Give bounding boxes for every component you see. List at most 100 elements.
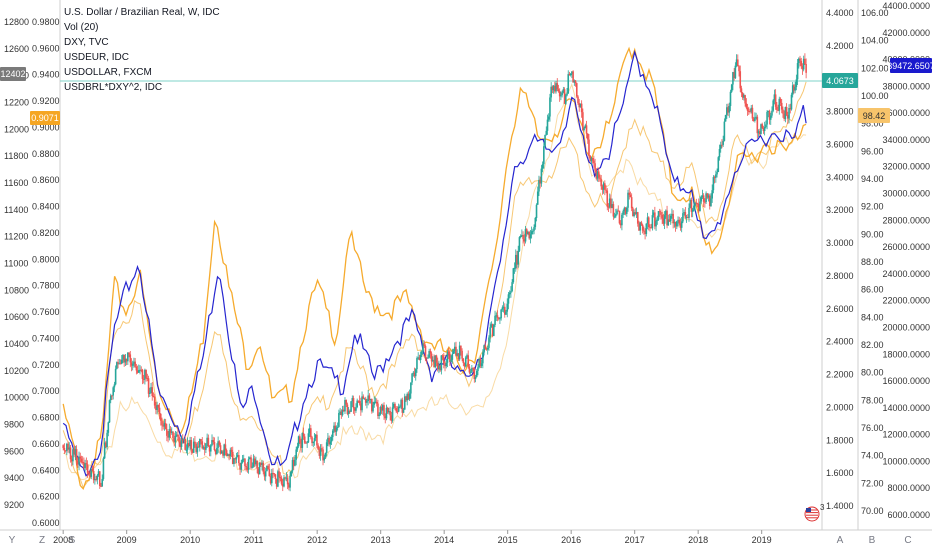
candle-body bbox=[774, 94, 777, 107]
candle-body bbox=[672, 213, 674, 224]
candle-body bbox=[250, 457, 252, 468]
composite-axis-tick: 18000.0000 bbox=[882, 349, 930, 359]
candle-body bbox=[572, 71, 574, 83]
candle-body bbox=[162, 425, 165, 427]
candle-body bbox=[735, 59, 738, 66]
candle-body bbox=[650, 227, 652, 229]
candle-body bbox=[302, 433, 305, 437]
dxy-axis-tick: 90.00 bbox=[861, 229, 884, 239]
dxy-axis-tick: 88.00 bbox=[861, 257, 884, 267]
candle-body bbox=[391, 407, 394, 421]
candle-body bbox=[795, 79, 798, 88]
candle-body bbox=[151, 387, 154, 396]
candle-body bbox=[802, 58, 805, 70]
candle-body bbox=[633, 212, 635, 217]
legend-item-vol[interactable]: Vol (20) bbox=[64, 22, 99, 33]
candle-body bbox=[732, 72, 734, 85]
candle-body bbox=[261, 462, 263, 465]
candle-body bbox=[715, 174, 717, 178]
candle-body bbox=[68, 447, 71, 450]
candle-body bbox=[666, 210, 668, 226]
legend-item-usdeur[interactable]: USDEUR, IDC bbox=[64, 52, 130, 63]
usdollar-axis-tick: 10200 bbox=[4, 366, 29, 376]
candle-body bbox=[279, 477, 282, 479]
candle-body bbox=[521, 235, 523, 237]
badge-usdbrl bbox=[822, 73, 858, 88]
candle-body bbox=[170, 431, 173, 433]
candle-body bbox=[324, 452, 327, 458]
candle-body bbox=[186, 442, 189, 450]
candle-body bbox=[217, 441, 219, 448]
candle-body bbox=[79, 456, 82, 459]
candle-body bbox=[145, 369, 147, 379]
candle-body bbox=[224, 444, 227, 451]
bottom-button-s: S bbox=[69, 535, 76, 546]
candle-body bbox=[205, 443, 207, 450]
candle-body bbox=[139, 369, 141, 371]
candle-body bbox=[804, 58, 806, 64]
candle-body bbox=[335, 427, 338, 432]
candle-body bbox=[752, 118, 755, 121]
candle-body bbox=[468, 366, 471, 373]
composite-axis-tick: 6000.0000 bbox=[887, 510, 930, 520]
legend-item-usdollar[interactable]: USDOLLAR, FXCM bbox=[64, 67, 152, 78]
candle-body bbox=[241, 459, 244, 463]
composite-axis-tick: 8000.0000 bbox=[887, 483, 930, 493]
candle-body bbox=[278, 471, 280, 478]
candle-body bbox=[538, 179, 540, 192]
candle-body bbox=[211, 440, 213, 446]
candle-body bbox=[484, 345, 487, 349]
candle-body bbox=[726, 107, 728, 115]
candle-body bbox=[290, 471, 293, 477]
candle-body bbox=[155, 405, 157, 410]
candle-body bbox=[314, 434, 317, 439]
candle-body bbox=[741, 92, 744, 98]
candle-body bbox=[503, 306, 506, 315]
candle-body bbox=[593, 160, 595, 164]
candle-body bbox=[114, 368, 117, 385]
candle-body bbox=[761, 124, 764, 129]
candle-body bbox=[322, 449, 324, 461]
candle-body bbox=[596, 171, 599, 179]
candle-body bbox=[334, 425, 337, 432]
candle-body bbox=[400, 399, 402, 407]
candle-body bbox=[651, 215, 654, 229]
bottom-button-c: C bbox=[904, 535, 911, 546]
candle-body bbox=[446, 351, 449, 363]
candle-body bbox=[129, 354, 132, 363]
legend-item-dxy[interactable]: DXY, TVC bbox=[64, 37, 109, 48]
candle-body bbox=[500, 309, 502, 319]
candle-body bbox=[528, 232, 530, 239]
candle-body bbox=[512, 268, 515, 283]
composite-axis-tick: 38000.0000 bbox=[882, 81, 930, 91]
candle-body bbox=[790, 94, 793, 110]
candle-body bbox=[677, 219, 679, 222]
candle-body bbox=[783, 113, 785, 120]
candle-body bbox=[586, 133, 589, 140]
candle-body bbox=[679, 223, 682, 228]
candle-body bbox=[453, 346, 456, 351]
candle-body bbox=[168, 429, 171, 438]
usdollar-axis-tick: 10400 bbox=[4, 339, 29, 349]
candle-body bbox=[600, 179, 602, 187]
legend-item-composite[interactable]: USDBRL*DXY^2, IDC bbox=[64, 82, 163, 93]
candle-body bbox=[805, 63, 807, 73]
candle-body bbox=[535, 204, 538, 218]
candle-body bbox=[266, 465, 268, 472]
candle-body bbox=[540, 168, 543, 184]
candle-body bbox=[729, 91, 732, 107]
candle-body bbox=[77, 460, 79, 465]
candle-body bbox=[678, 219, 681, 224]
candle-body bbox=[685, 217, 688, 219]
candle-body bbox=[169, 429, 172, 433]
usdollar-axis-tick: 11400 bbox=[4, 205, 28, 215]
candle-body bbox=[173, 438, 175, 443]
candle-body bbox=[563, 89, 566, 104]
candle-body bbox=[462, 358, 465, 364]
usdollar-axis-tick: 12200 bbox=[4, 98, 29, 108]
candle-body bbox=[582, 112, 584, 131]
candle-body bbox=[522, 235, 524, 240]
candle-body bbox=[457, 353, 460, 360]
candle-body bbox=[796, 63, 799, 80]
